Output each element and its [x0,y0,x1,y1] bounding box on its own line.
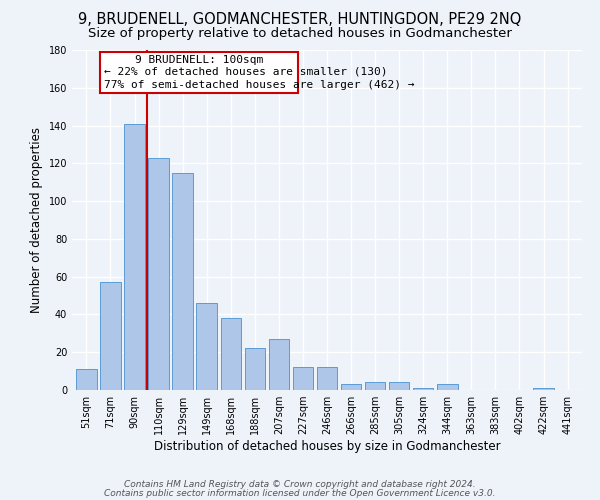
Bar [317,368,337,390]
Bar [365,382,385,390]
Y-axis label: Number of detached properties: Number of detached properties [30,127,43,313]
Bar [148,158,169,390]
Bar [172,173,193,390]
Text: Size of property relative to detached houses in Godmanchester: Size of property relative to detached ho… [88,28,512,40]
Text: 9 BRUDENELL: 100sqm: 9 BRUDENELL: 100sqm [135,54,263,64]
Text: 9, BRUDENELL, GODMANCHESTER, HUNTINGDON, PE29 2NQ: 9, BRUDENELL, GODMANCHESTER, HUNTINGDON,… [79,12,521,28]
X-axis label: Distribution of detached houses by size in Godmanchester: Distribution of detached houses by size … [154,440,500,453]
Text: ← 22% of detached houses are smaller (130): ← 22% of detached houses are smaller (13… [104,67,388,77]
Text: Contains HM Land Registry data © Crown copyright and database right 2024.: Contains HM Land Registry data © Crown c… [124,480,476,489]
Bar [196,303,217,390]
Bar [533,388,554,390]
Text: Contains public sector information licensed under the Open Government Licence v3: Contains public sector information licen… [104,490,496,498]
Bar [341,384,361,390]
Text: 77% of semi-detached houses are larger (462) →: 77% of semi-detached houses are larger (… [104,80,415,90]
Bar [389,382,409,390]
Bar [269,339,289,390]
FancyBboxPatch shape [100,52,298,94]
Bar [124,124,145,390]
Bar [293,368,313,390]
Bar [245,348,265,390]
Bar [437,384,458,390]
Bar [221,318,241,390]
Bar [100,282,121,390]
Bar [76,369,97,390]
Bar [413,388,433,390]
